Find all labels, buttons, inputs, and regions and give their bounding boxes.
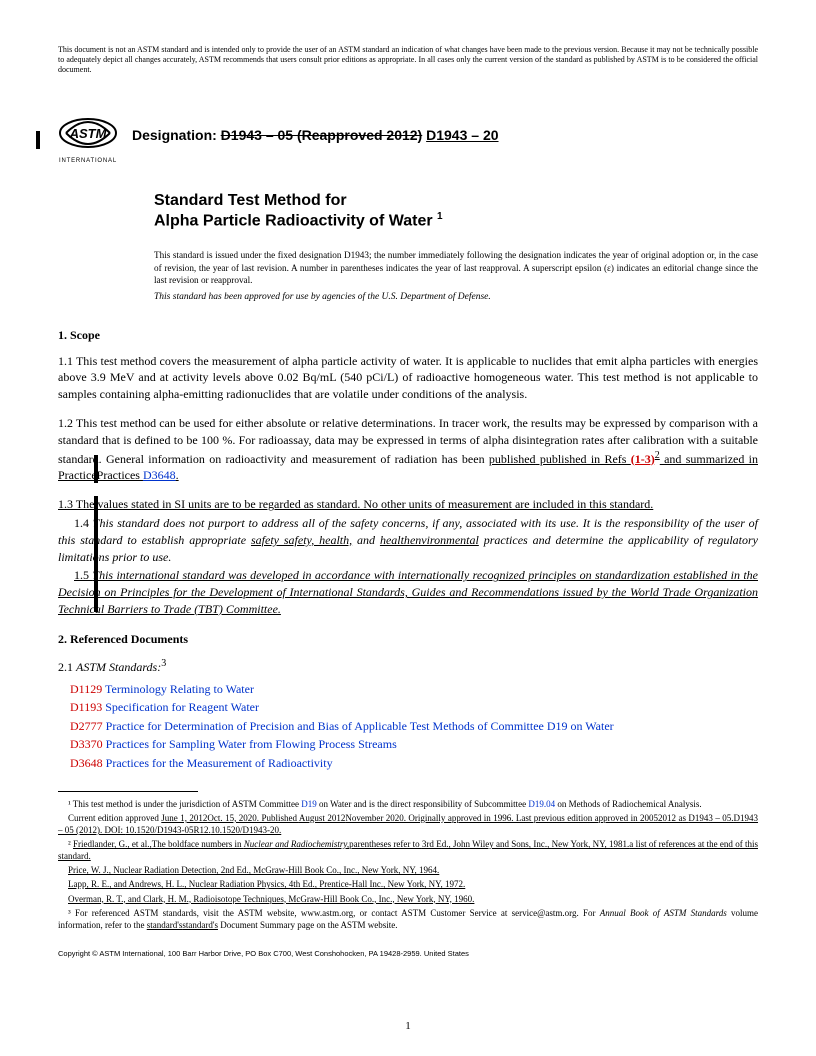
text-span: on Water and is the direct responsibilit… xyxy=(317,799,529,809)
text-span: 1.5 xyxy=(74,568,92,582)
text-span: on Methods of Radiochemical Analysis. xyxy=(555,799,701,809)
text-span: ³ For referenced ASTM standards, visit t… xyxy=(68,908,600,918)
designation-label: Designation: xyxy=(132,127,217,143)
text-span: published in Refs xyxy=(536,452,631,466)
reference-code[interactable]: D3648 xyxy=(70,756,103,770)
strike-text: D1943 – 05. xyxy=(688,813,733,823)
reference-code[interactable]: D3370 xyxy=(70,737,103,751)
strike-text: August 2012 xyxy=(299,813,345,823)
scope-heading: 1. Scope xyxy=(58,328,758,343)
reference-code[interactable]: D1129 xyxy=(70,682,102,696)
reference-title[interactable]: Terminology Relating to Water xyxy=(102,682,254,696)
text-span: ASTM Standards: xyxy=(76,660,161,674)
para-1-3: 1.3 The values stated in SI units are to… xyxy=(58,496,758,513)
change-bar xyxy=(94,496,98,612)
change-bar xyxy=(94,455,98,483)
reference-item: D1129 Terminology Relating to Water xyxy=(70,680,758,699)
strike-text: published xyxy=(489,452,536,466)
committee-link[interactable]: D19 xyxy=(301,799,317,809)
para-1-1: 1.1 This test method covers the measurem… xyxy=(58,353,758,403)
footnote-1-edition: Current edition approved June 1, 2012Oct… xyxy=(58,812,758,836)
strike-text: safety xyxy=(251,533,279,547)
subcommittee-link[interactable]: D19.04 xyxy=(528,799,555,809)
text-span: 10.1520/D1943-20. xyxy=(211,825,282,835)
reference-title[interactable]: Practices for Sampling Water from Flowin… xyxy=(103,737,397,751)
change-bar xyxy=(36,131,40,149)
title-line-2: Alpha Particle Radioactivity of Water 1 xyxy=(154,211,758,231)
title-footnote-ref: 1 xyxy=(437,211,443,222)
text-span: 2012 as xyxy=(658,813,688,823)
reference-item: D3370 Practices for Sampling Water from … xyxy=(70,735,758,754)
text-span: and xyxy=(352,533,380,547)
text-span: 2.1 xyxy=(58,660,76,674)
astm-logo: ASTM INTERNATIONAL xyxy=(58,103,118,167)
period: . xyxy=(176,468,179,482)
standard-link[interactable]: D3648 xyxy=(143,468,176,482)
svg-text:INTERNATIONAL: INTERNATIONAL xyxy=(59,158,117,164)
text-span: environmental xyxy=(410,533,479,547)
reference-item: D1193 Specification for Reagent Water xyxy=(70,698,758,717)
footnote-rule xyxy=(58,791,198,792)
copyright-notice: Copyright © ASTM International, 100 Barr… xyxy=(58,949,758,958)
text-span: standard's xyxy=(182,920,218,930)
strike-text: Friedlander, G., et al., xyxy=(73,839,152,849)
text-span: ¹ This test method is under the jurisdic… xyxy=(68,799,301,809)
footnote-3: ³ For referenced ASTM standards, visit t… xyxy=(58,907,758,931)
footnote-2-ref-b: Lapp, R. E., and Andrews, H. L., Nuclear… xyxy=(58,878,758,890)
text-span: Annual Book of ASTM Standards xyxy=(600,908,727,918)
reference-item: D2777 Practice for Determination of Prec… xyxy=(70,717,758,736)
footnote-2-ref-c: Overman, R. T., and Clark, H. M., Radioi… xyxy=(58,893,758,905)
footnotes: ¹ This test method is under the jurisdic… xyxy=(58,798,758,931)
reference-title[interactable]: Practices for the Measurement of Radioac… xyxy=(103,756,333,770)
reference-code[interactable]: D1193 xyxy=(70,700,102,714)
reference-title[interactable]: Practice for Determination of Precision … xyxy=(103,719,614,733)
text-span: parentheses refer to xyxy=(349,839,422,849)
reference-title[interactable]: Specification for Reagent Water xyxy=(102,700,259,714)
page-number: 1 xyxy=(0,1020,816,1032)
text-span: The boldface numbers in xyxy=(152,839,244,849)
strike-text: 3rd Ed., John Wiley and Sons, Inc., New … xyxy=(422,839,629,849)
text-span: Current edition approved xyxy=(68,813,161,823)
strike-text: 10.1520/D1943-05R12. xyxy=(125,825,211,835)
text-span: safety, health, xyxy=(279,533,352,547)
text-span: and summarized in xyxy=(660,452,758,466)
reference-code[interactable]: D2777 xyxy=(70,719,103,733)
para-1-2: 1.2 This test method can be used for eit… xyxy=(58,415,758,484)
text-span: November 2020. Originally approved in 19… xyxy=(345,813,640,823)
strike-text: standard's xyxy=(147,920,183,930)
issuance-note: This standard is issued under the fixed … xyxy=(154,249,758,286)
title-text: Alpha Particle Radioactivity of Water xyxy=(154,212,433,229)
text-span: 1.4 xyxy=(74,516,93,530)
designation-new: D1943 – 20 xyxy=(426,127,498,143)
strike-text: 2005 xyxy=(640,813,658,823)
text-span: Practices xyxy=(97,468,143,482)
para-1-4: 1.4 This standard does not purport to ad… xyxy=(58,515,758,565)
strike-text: June 1, 2012 xyxy=(161,813,207,823)
para-1-5: 1.5 This international standard was deve… xyxy=(58,567,758,617)
dod-approval-note: This standard has been approved for use … xyxy=(154,292,758,302)
reference-item: D3648 Practices for the Measurement of R… xyxy=(70,754,758,773)
ref-link[interactable]: (1-3) xyxy=(631,452,655,466)
footnote-1: ¹ This test method is under the jurisdic… xyxy=(58,798,758,810)
text-span: Oct. 15, 2020. Published xyxy=(207,813,298,823)
designation-old: D1943 – 05 (Reapproved 2012) xyxy=(221,127,423,143)
designation-line: Designation: D1943 – 05 (Reapproved 2012… xyxy=(132,127,499,143)
svg-text:ASTM: ASTM xyxy=(69,126,108,141)
title-line-1: Standard Test Method for xyxy=(154,191,758,211)
strike-text: health xyxy=(380,533,410,547)
text-span: This international standard was develope… xyxy=(58,568,758,616)
top-disclaimer: This document is not an ASTM standard an… xyxy=(58,45,758,75)
strike-text: Nuclear and Radiochemistry, xyxy=(244,839,349,849)
strike-text: Practice xyxy=(58,468,97,482)
refdocs-sub: 2.1 ASTM Standards:3 xyxy=(58,657,758,676)
refdocs-heading: 2. Referenced Documents xyxy=(58,632,758,647)
footnote-2-ref-a: Price, W. J., Nuclear Radiation Detectio… xyxy=(58,864,758,876)
text-span: Document Summary page on the ASTM websit… xyxy=(218,920,397,930)
footnote-ref: 3 xyxy=(161,658,166,669)
footnote-2: ² Friedlander, G., et al.,The boldface n… xyxy=(58,838,758,862)
